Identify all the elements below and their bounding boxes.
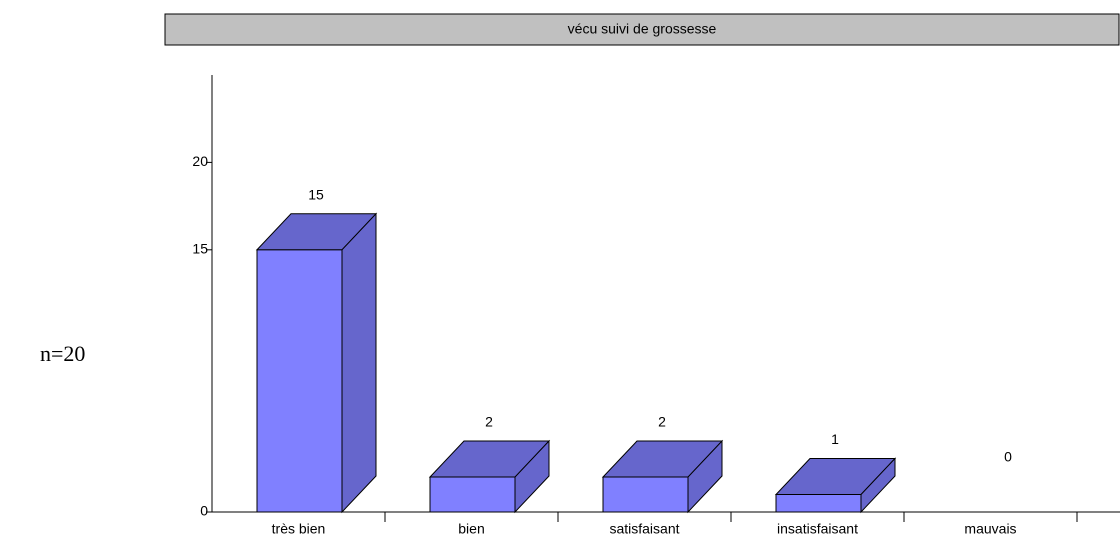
bar-face (341, 212, 377, 514)
bar (255, 212, 378, 514)
bar-face (514, 439, 550, 514)
bar-face (687, 439, 723, 514)
bar-face (429, 476, 516, 513)
title-box (164, 13, 1120, 46)
bar (774, 457, 897, 514)
bar (601, 439, 724, 514)
value-label: 0 (1004, 449, 1012, 465)
y-tick-label: 20 (192, 153, 208, 169)
value-label: 1 (831, 431, 839, 447)
x-tick-label: très bien (272, 521, 326, 537)
x-tick-label: satisfaisant (609, 521, 679, 537)
bar-face (775, 494, 862, 513)
y-tick-label: 0 (200, 503, 208, 519)
x-tick-label: insatisfaisant (777, 521, 858, 537)
bar (428, 439, 551, 514)
value-label: 2 (485, 414, 493, 430)
annotation: n=20 (40, 341, 85, 366)
bar-face (860, 457, 896, 514)
x-tick-label: bien (458, 521, 484, 537)
value-label: 15 (308, 187, 324, 203)
value-label: 2 (658, 414, 666, 430)
y-tick-label: 15 (192, 241, 208, 257)
x-tick-label: mauvais (964, 521, 1016, 537)
chart-title: vécu suivi de grossesse (568, 21, 717, 37)
bar-face (602, 476, 689, 513)
bar-face (256, 249, 343, 513)
